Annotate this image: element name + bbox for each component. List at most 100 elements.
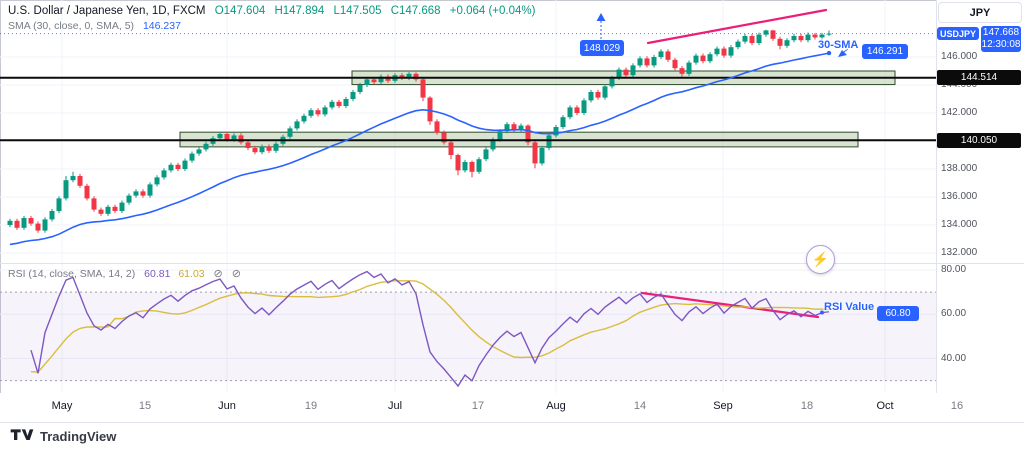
candle (203, 143, 209, 150)
sma-30-line[interactable] (9, 52, 830, 246)
candle (364, 79, 370, 85)
candle (763, 30, 769, 35)
candle (427, 97, 433, 122)
candle (406, 73, 412, 78)
candle (609, 78, 615, 87)
candle (35, 223, 41, 231)
last-price: 147.668 (982, 27, 1020, 38)
candle (553, 127, 559, 136)
candle (700, 55, 706, 62)
candle (49, 211, 55, 220)
candle (287, 128, 293, 137)
time-axis-label: 16 (950, 400, 964, 412)
sma-legend-value: 146.237 (142, 20, 181, 32)
candle (154, 177, 160, 185)
candle (217, 134, 223, 139)
candle (644, 58, 650, 66)
candles-series (7, 29, 832, 233)
price-pane-canvas[interactable] (0, 0, 936, 263)
rsi-tick: 80.00 (941, 264, 967, 275)
candle (266, 146, 272, 151)
price-tick: 134.000 (941, 219, 978, 230)
candle (308, 110, 314, 116)
rsi-tick: 60.00 (941, 308, 967, 320)
price-tick: 142.000 (941, 107, 978, 118)
currency-toggle-button[interactable]: JPY (938, 2, 1022, 23)
candle (469, 162, 475, 172)
candle (126, 195, 132, 203)
candle (252, 148, 258, 153)
candle (343, 99, 349, 106)
candle (616, 69, 622, 78)
time-axis[interactable]: May 15 Jun 19 Jul 17 Aug 14 Sep 18 Oct 16 (0, 393, 1024, 422)
tradingview-logo-icon[interactable] (10, 427, 34, 446)
sma-legend: SMA (30, close, 0, SMA, 5) 146.237 (8, 20, 181, 32)
time-axis-label: Oct (876, 400, 894, 412)
pointer-arrow-icon (838, 50, 847, 57)
tradingview-wordmark[interactable]: TradingView (40, 429, 117, 444)
hide-source-icon[interactable]: ⊘ (213, 268, 223, 280)
candle (658, 51, 664, 57)
rsi-line (30, 270, 830, 388)
candle (63, 180, 69, 199)
rsi-value-label[interactable]: RSI Value (824, 301, 875, 313)
footer-separator (0, 422, 1024, 423)
price-target-badge[interactable]: 148.029 (580, 40, 624, 56)
candle (525, 125, 531, 143)
candle (686, 62, 692, 74)
time-axis-label: Jul (387, 400, 403, 412)
candle (441, 132, 447, 143)
candle (112, 206, 118, 211)
symbol-badge[interactable]: USDJPY (937, 27, 979, 40)
sma-value-badge: 146.291 (862, 44, 908, 59)
candle (805, 34, 811, 41)
candle (273, 143, 279, 151)
sma-line-label[interactable]: 30-SMA (818, 39, 859, 51)
time-axis-label: May (51, 400, 73, 412)
price-scale[interactable]: 146.000144.000142.000140.000138.000136.0… (937, 0, 1024, 422)
candle (581, 100, 587, 113)
quick-action-button[interactable]: ⚡ (806, 245, 835, 274)
ohlc-low: L147.505 (333, 5, 382, 17)
candle (595, 92, 601, 98)
ohlc-close: C147.668 (390, 5, 441, 17)
countdown-timer: 12:30:08 (981, 39, 1021, 50)
candle (742, 36, 748, 42)
candle (630, 65, 636, 76)
candle (259, 146, 265, 153)
candle (399, 75, 405, 78)
candle (371, 79, 377, 83)
candle (483, 149, 489, 160)
price-change: +0.064 (+0.04%) (449, 5, 536, 17)
candle (14, 220, 20, 228)
trendline[interactable] (646, 8, 828, 45)
candle (231, 135, 237, 140)
candle (245, 142, 251, 148)
rsi-ma-line (30, 280, 830, 373)
candle (175, 164, 181, 169)
lightning-icon: ⚡ (811, 251, 830, 267)
candle (532, 142, 538, 164)
time-axis-label: 14 (633, 400, 647, 412)
candle (511, 124, 517, 130)
candle (119, 202, 125, 211)
time-axis-label: 15 (138, 400, 152, 412)
candle (693, 55, 699, 63)
rsi-pane-canvas[interactable] (0, 263, 936, 393)
candle (707, 54, 713, 62)
ohlc-high: H147.894 (274, 5, 325, 17)
candle (462, 162, 468, 171)
candle (567, 107, 573, 118)
scale-separator (936, 0, 937, 422)
candle (637, 58, 643, 66)
candle (539, 148, 545, 164)
candle (161, 170, 167, 178)
hide-source-icon[interactable]: ⊘ (231, 268, 241, 280)
candle (476, 159, 482, 172)
pane-separator[interactable] (0, 263, 1024, 264)
candle (42, 219, 48, 231)
candle (21, 218, 27, 228)
candle (133, 191, 139, 196)
candle (749, 36, 755, 43)
